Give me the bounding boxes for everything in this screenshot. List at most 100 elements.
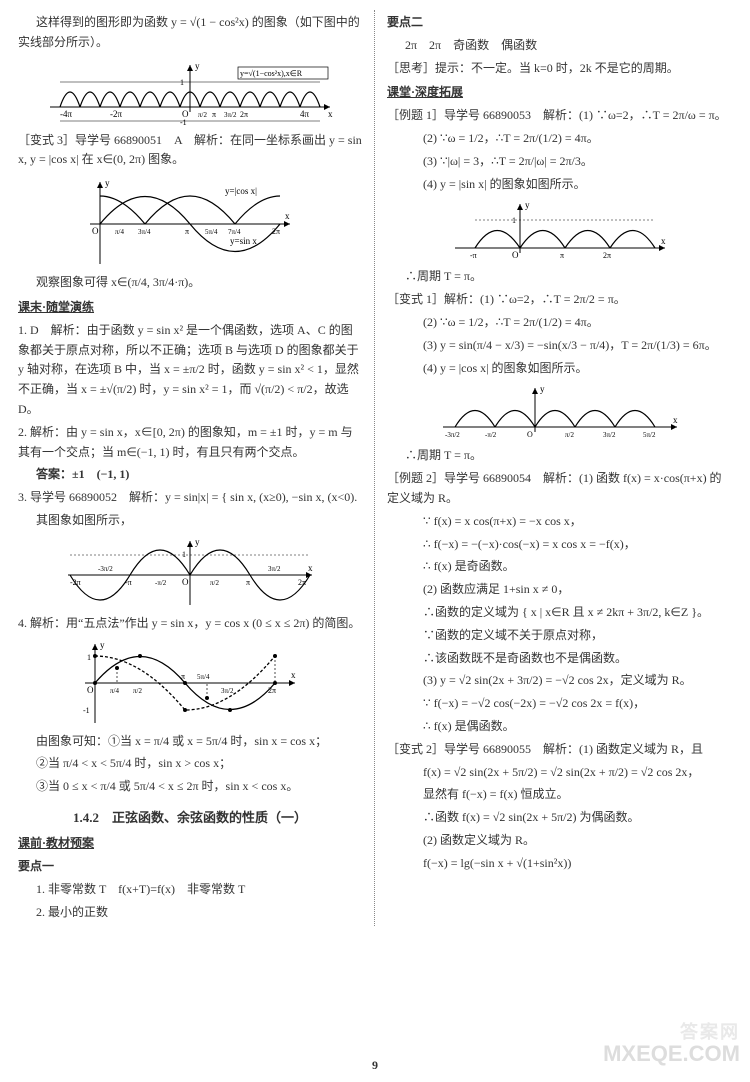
svg-text:π/4: π/4 (110, 687, 119, 695)
left-heading-exercise: 课末·随堂演练 (18, 298, 362, 318)
svg-text:π: π (560, 251, 564, 260)
svg-text:x: x (328, 109, 333, 119)
svg-text:π/2: π/2 (565, 431, 574, 439)
svg-text:3π/2: 3π/2 (268, 565, 281, 573)
v2a: f(x) = √2 sin(2x + 5π/2) = √2 sin(2x + π… (387, 763, 732, 783)
ex2h: (3) y = √2 sin(2x + 3π/2) = −√2 cos 2x，定… (387, 671, 732, 691)
pre-class-heading: 课前·教材预案 (18, 834, 362, 854)
svg-text:y: y (195, 537, 200, 547)
ex2g: ∴该函数既不是奇函数也不是偶函数。 (387, 649, 732, 669)
ex1b: (2) ∵ω = 1/2，∴T = 2π/(1/2) = 4π。 (387, 129, 732, 149)
left-column: 这样得到的图形即为函数 y = √(1 − cos²x) 的图象（如下图中的实线… (18, 10, 375, 926)
svg-text:3π/4: 3π/4 (138, 228, 151, 236)
figure-five-point: yx O 1-1 π/4π/2 π5π/4 3π/22π (18, 638, 362, 728)
svg-text:1: 1 (512, 216, 516, 225)
svg-text:y: y (540, 384, 545, 394)
svg-text:x: x (285, 211, 290, 221)
q2-answer: 答案：±1 (−1, 1) (18, 465, 362, 485)
svg-text:1: 1 (180, 78, 184, 87)
q4b: ②当 π/4 < x < 5π/4 时，sin x > cos x； (18, 754, 362, 774)
ex2j: ∴ f(x) 是偶函数。 (387, 717, 732, 737)
q4c: ③当 0 ≤ x < π/4 或 5π/4 < x ≤ 2π 时，sin x <… (18, 777, 362, 797)
svg-text:3π/2: 3π/2 (603, 431, 616, 439)
point1b: 2. 最小的正数 (18, 903, 362, 923)
svg-text:2π: 2π (268, 686, 276, 695)
ex2: ［例题 2］导学号 66890054 解析：(1) 函数 f(x) = x·co… (387, 469, 732, 509)
svg-text:-π/2: -π/2 (485, 431, 497, 439)
svg-text:3π/2: 3π/2 (221, 687, 234, 695)
svg-text:y=sin x: y=sin x (230, 236, 257, 246)
svg-text:π/2: π/2 (198, 111, 207, 119)
svg-text:-π/2: -π/2 (155, 579, 167, 587)
svg-text:O: O (87, 685, 94, 695)
svg-text:-π: -π (470, 251, 477, 260)
v2b: 显然有 f(−x) = f(x) 恒成立。 (387, 785, 732, 805)
svg-text:y: y (100, 640, 105, 650)
v1d: (4) y = |cos x| 的图象如图所示。 (387, 359, 732, 379)
ex2e: ∴函数的定义域为 { x | x∈R 且 x ≠ 2kπ + 3π/2, k∈Z… (387, 603, 732, 623)
svg-text:π/4: π/4 (115, 228, 124, 236)
svg-text:x: x (308, 563, 313, 573)
svg-text:O: O (92, 226, 99, 236)
figure-sin-abs-x: yx O 1 -2π-3π/2 -π-π/2 π/2π 3π/22π (18, 535, 362, 610)
svg-text:-2π: -2π (110, 109, 122, 119)
svg-text:π/2: π/2 (133, 687, 142, 695)
q2: 2. 解析：由 y = sin x，x∈[0, 2π) 的图象知，m = ±1 … (18, 423, 362, 463)
ex1c: (3) ∵|ω| = 3，∴T = 2π/|ω| = 2π/3。 (387, 152, 732, 172)
svg-text:5π/4: 5π/4 (197, 673, 210, 681)
left-observe: 观察图象可得 x∈(π/4, 3π/4·π)。 (18, 273, 362, 293)
svg-text:π: π (185, 227, 189, 236)
figure-abs-sin-periodic: y x y=√(1−cos²x),x∈R (18, 57, 362, 127)
svg-text:4π: 4π (300, 109, 310, 119)
ex1e: ∴周期 T = π。 (387, 267, 732, 287)
point1: 要点一 (18, 857, 362, 877)
svg-text:1: 1 (182, 550, 186, 559)
figure-abs-sinx: yx O1 -ππ 2π (387, 198, 732, 263)
two-column-layout: 这样得到的图形即为函数 y = √(1 − cos²x) 的图象（如下图中的实线… (18, 10, 732, 926)
ex2i: ∵ f(−x) = −√2 cos(−2x) = −√2 cos 2x = f(… (387, 694, 732, 714)
svg-text:-3π/2: -3π/2 (445, 431, 460, 439)
ex2f: ∵函数的定义域不关于原点对称， (387, 626, 732, 646)
v2d: (2) 函数定义域为 R。 (387, 831, 732, 851)
q3-p: 其图象如图所示， (18, 511, 362, 531)
svg-text:2π: 2π (298, 578, 306, 587)
svg-text:-π: -π (125, 578, 132, 587)
svg-text:2π: 2π (603, 251, 611, 260)
q4a: 由图象可知：①当 x = π/4 或 x = 5π/4 时，sin x = co… (18, 732, 362, 752)
figure-abs-cosx: yx O -3π/2-π/2 π/23π/2 5π/2 (387, 382, 732, 442)
ex2a: ∵ f(x) = x cos(π+x) = −x cos x， (387, 512, 732, 532)
svg-text:-1: -1 (83, 706, 90, 715)
svg-text:π/2: π/2 (210, 579, 219, 587)
v1: ［变式 1］解析：(1) ∵ω=2，∴T = 2π/2 = π。 (387, 290, 732, 310)
v1e: ∴周期 T = π。 (387, 446, 732, 466)
ex1: ［例题 1］导学号 66890053 解析：(1) ∵ω=2，∴T = 2π/ω… (387, 106, 732, 126)
think: ［思考］提示：不一定。当 k=0 时，2k 不是它的周期。 (387, 59, 732, 79)
svg-text:2π: 2π (240, 110, 248, 119)
svg-text:π: π (246, 578, 250, 587)
svg-text:y: y (525, 200, 530, 210)
left-intro: 这样得到的图形即为函数 y = √(1 − cos²x) 的图象（如下图中的实线… (18, 13, 362, 53)
svg-text:x: x (661, 236, 666, 246)
svg-text:-4π: -4π (60, 109, 72, 119)
v1c: (3) y = sin(π/4 − x/3) = −sin(x/3 − π/4)… (387, 336, 732, 356)
svg-text:O: O (527, 430, 533, 439)
svg-text:y=|cos x|: y=|cos x| (225, 186, 257, 196)
v2e: f(−x) = lg(−sin x + √(1+sin²x)) (387, 854, 732, 874)
right-column: 要点二 2π 2π 奇函数 偶函数 ［思考］提示：不一定。当 k=0 时，2k … (375, 10, 732, 926)
svg-text:y: y (195, 61, 200, 71)
svg-text:-3π/2: -3π/2 (98, 565, 113, 573)
watermark-bottom: MXEQE.COM (603, 1036, 740, 1072)
svg-text:π: π (212, 110, 216, 119)
v2: ［变式 2］导学号 66890055 解析：(1) 函数定义域为 R，且 (387, 740, 732, 760)
q1: 1. D 解析：由于函数 y = sin x² 是一个偶函数，选项 A、C 的图… (18, 321, 362, 420)
v1b: (2) ∵ω = 1/2，∴T = 2π/(1/2) = 4π。 (387, 313, 732, 333)
figure-sin-abscos: yx O y=|cos x| y=sin x π/43π/4 π5π/4 7π/… (18, 174, 362, 269)
svg-text:-1: -1 (180, 118, 187, 127)
point2a: 2π 2π 奇函数 偶函数 (387, 36, 732, 56)
svg-text:x: x (673, 415, 678, 425)
svg-text:x: x (291, 670, 296, 680)
svg-text:7π/4: 7π/4 (228, 228, 241, 236)
svg-text:2π: 2π (272, 227, 280, 236)
q3: 3. 导学号 66890052 解析：y = sin|x| = { sin x,… (18, 488, 362, 508)
svg-text:π: π (181, 672, 185, 681)
